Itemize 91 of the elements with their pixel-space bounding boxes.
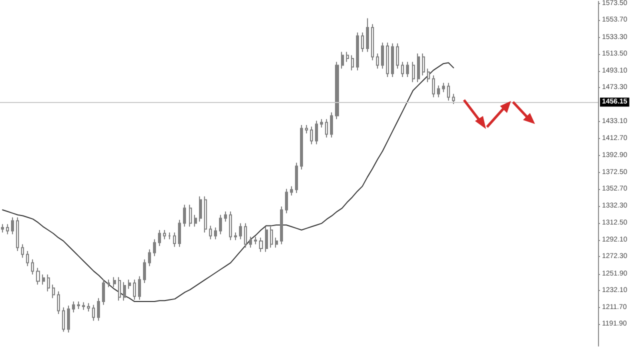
candlestick <box>437 84 440 98</box>
candlestick <box>209 225 212 240</box>
candlestick <box>77 300 80 310</box>
candlestick <box>335 61 339 120</box>
candlestick <box>204 196 207 234</box>
candlestick <box>371 24 374 61</box>
line-series <box>2 62 454 302</box>
candlestick <box>270 226 273 248</box>
candlestick <box>183 204 186 228</box>
candlestick <box>82 302 85 310</box>
candlestick <box>396 42 399 70</box>
candlestick <box>442 82 445 93</box>
candlestick <box>57 290 60 315</box>
candlestick <box>6 224 9 235</box>
candlestick <box>153 238 156 257</box>
candlestick <box>173 232 176 248</box>
candlestick <box>356 32 359 71</box>
candlestick <box>224 211 227 222</box>
candlestick <box>366 18 369 52</box>
candlestick <box>259 237 263 252</box>
candlestick <box>31 258 34 276</box>
candlestick <box>447 82 450 102</box>
candlestick <box>16 216 19 252</box>
candlestick <box>381 42 384 70</box>
candlestick <box>432 74 435 98</box>
candlestick <box>143 258 146 284</box>
candlestick <box>320 118 323 128</box>
candlestick <box>102 279 105 306</box>
candlestick <box>275 237 278 248</box>
candlestick <box>67 305 70 334</box>
candlestick <box>42 274 45 286</box>
candlestick <box>417 53 420 83</box>
candlestick <box>351 54 354 71</box>
candlestick <box>1 224 4 234</box>
candlestick <box>422 53 425 76</box>
candlestick <box>178 219 181 248</box>
candlestick <box>219 214 222 235</box>
candlestick <box>300 124 303 170</box>
candlestick <box>11 216 14 235</box>
candlestick <box>305 124 308 134</box>
candlestick <box>52 284 55 299</box>
candlestick <box>254 236 257 245</box>
candlestick <box>113 276 116 288</box>
candlestick <box>128 279 131 290</box>
candlestick <box>406 61 409 78</box>
candlestick <box>346 51 349 62</box>
candlestick <box>36 267 40 286</box>
candlestick <box>391 42 394 78</box>
candlestick <box>168 232 171 240</box>
candlestick <box>239 222 242 240</box>
candlestick <box>158 230 161 246</box>
candlestick <box>280 206 283 245</box>
candlestick <box>361 32 364 52</box>
candlestick <box>285 188 288 214</box>
candlestick <box>315 120 318 145</box>
candlestick <box>138 276 141 300</box>
candlestick <box>295 162 298 194</box>
candlestick <box>87 302 90 312</box>
candlestick <box>123 282 126 302</box>
candlestick <box>214 226 217 240</box>
candlestick <box>199 196 202 222</box>
candlestick <box>118 276 121 302</box>
candlestick <box>189 204 192 228</box>
candlestick <box>234 232 237 241</box>
candlestick <box>107 279 110 288</box>
candlestick <box>452 93 455 104</box>
candlestick <box>229 211 232 241</box>
candlestick <box>310 126 313 145</box>
candlestick <box>341 51 344 70</box>
candlestick <box>47 274 50 292</box>
candlestick <box>62 306 65 332</box>
candlestick <box>72 300 75 313</box>
candlestick <box>427 68 430 83</box>
candlestick <box>265 226 268 252</box>
candlestick <box>194 214 197 228</box>
candlestick <box>376 53 379 70</box>
candlestick <box>325 118 328 138</box>
candlestick <box>330 112 333 138</box>
candlestick <box>163 230 166 240</box>
candlestick <box>401 61 404 78</box>
candlestick <box>290 186 293 196</box>
candlestick <box>26 250 29 267</box>
candlestick <box>244 222 247 248</box>
candlestick <box>133 279 136 300</box>
candlestick <box>21 244 24 258</box>
candlestick <box>249 236 252 248</box>
candlestick <box>386 42 389 78</box>
candlestick <box>412 61 415 83</box>
candlestick <box>148 248 151 267</box>
candlestick <box>97 298 100 322</box>
candlestick <box>92 304 95 322</box>
